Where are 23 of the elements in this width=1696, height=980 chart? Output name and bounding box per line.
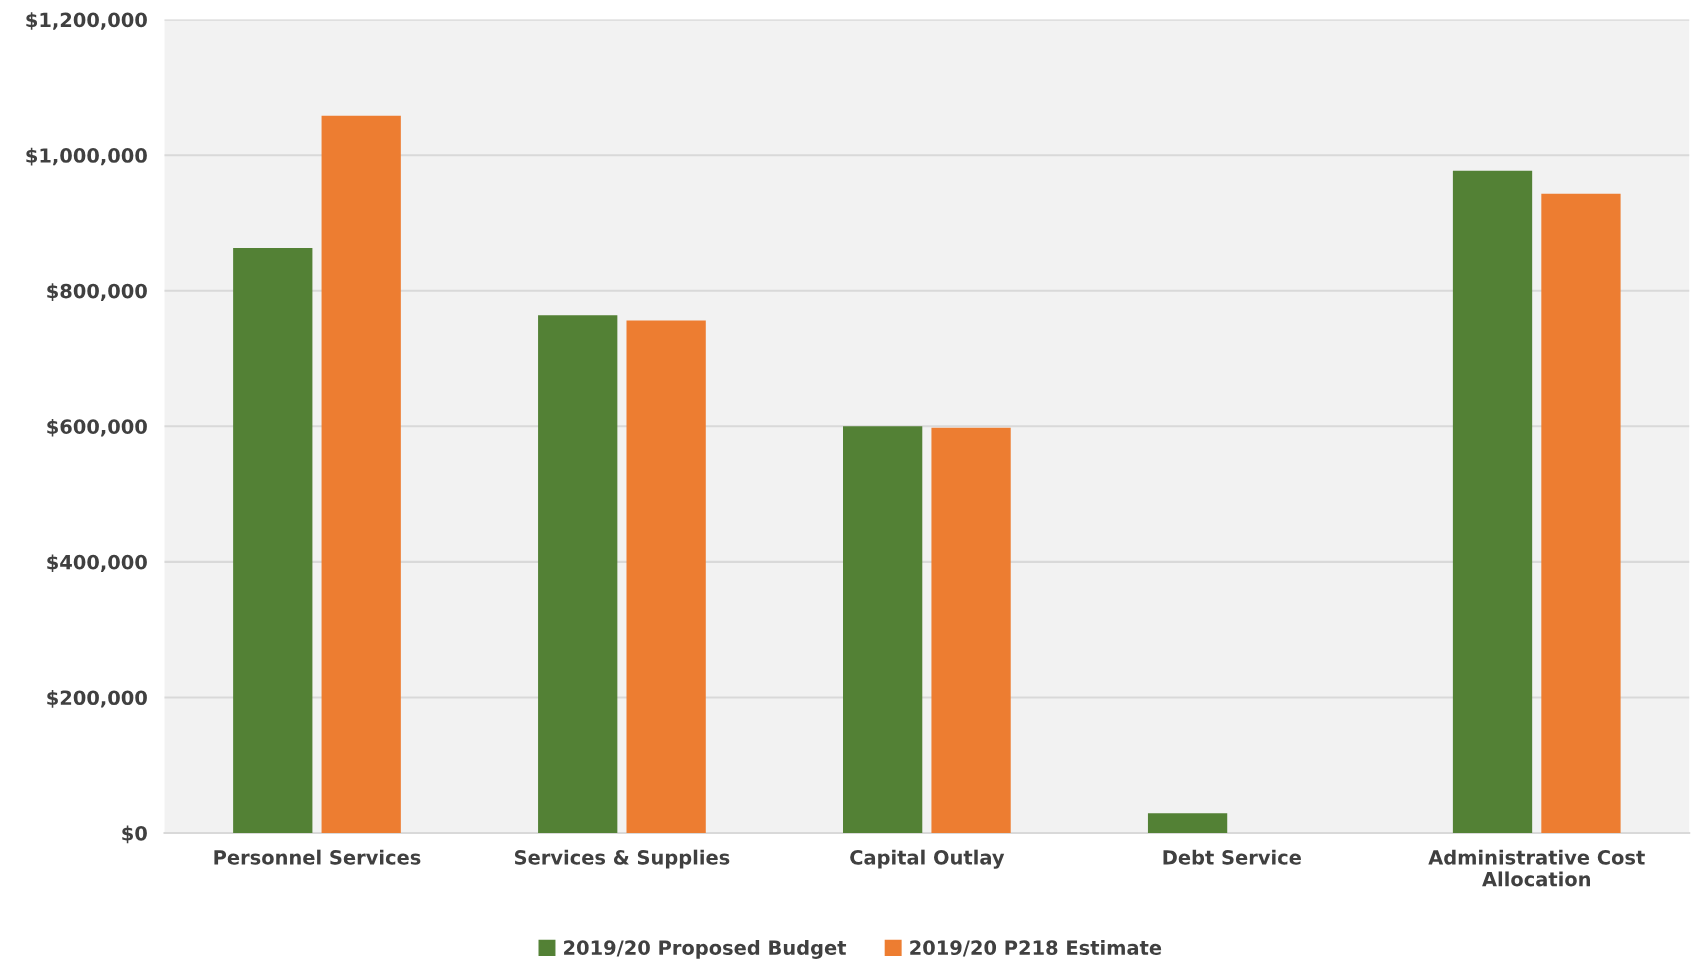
bar (931, 427, 1011, 833)
x-tick-label: Capital Outlay (850, 849, 1005, 869)
y-tick-label: $1,000,000 (26, 147, 147, 166)
y-tick-label: $1,200,000 (26, 12, 147, 30)
y-tick-label: $200,000 (47, 690, 147, 708)
bar (233, 248, 313, 833)
y-tick-label: $800,000 (47, 283, 147, 301)
y-tick-label: $400,000 (47, 554, 147, 573)
bar (321, 115, 401, 833)
bar (843, 426, 923, 833)
bar (1541, 193, 1621, 833)
legend-label: 2019/20 Proposed Budget (564, 939, 847, 959)
bar (626, 320, 706, 833)
x-tick-label: Services & Supplies (514, 849, 730, 869)
bar (1147, 813, 1228, 833)
bar (538, 315, 618, 833)
legend-label: 2019/20 P218 Estimate (910, 939, 1162, 957)
bar (1452, 170, 1533, 833)
x-tick-label: Personnel Services (214, 849, 421, 865)
x-tick-label: Administrative Cost Allocation (1428, 849, 1645, 887)
x-tick-label: Debt Service (1163, 849, 1301, 865)
y-tick-label: $600,000 (47, 418, 147, 437)
y-tick-label: $0 (122, 825, 147, 844)
